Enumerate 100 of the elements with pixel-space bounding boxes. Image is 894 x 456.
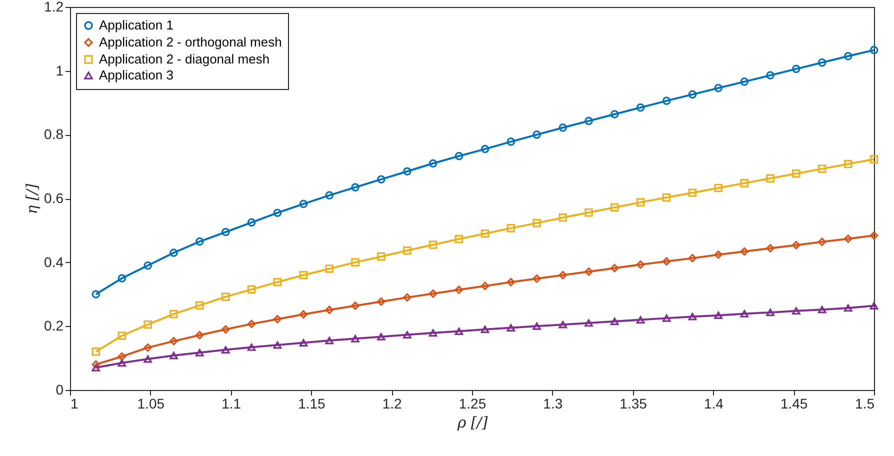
point	[584, 116, 593, 126]
point	[766, 244, 774, 252]
point	[558, 320, 568, 328]
point	[247, 285, 256, 294]
legend-label: Application 2 - orthogonal mesh	[99, 34, 282, 50]
point	[792, 64, 800, 74]
point	[740, 310, 749, 318]
point	[792, 307, 800, 315]
point	[584, 267, 593, 276]
x-tick-label: 1	[70, 396, 78, 412]
point	[740, 78, 749, 86]
point	[480, 326, 490, 334]
point	[273, 341, 282, 349]
point	[792, 169, 800, 178]
point	[325, 306, 334, 314]
point	[636, 198, 645, 206]
x-tick-label: 1.4	[704, 396, 724, 412]
point	[870, 302, 878, 310]
point	[454, 152, 464, 160]
point	[144, 320, 152, 329]
point	[558, 124, 568, 132]
point	[195, 301, 204, 310]
point	[870, 231, 878, 240]
point	[818, 238, 826, 246]
point	[714, 84, 722, 92]
point	[247, 218, 256, 227]
point	[480, 229, 490, 238]
point	[714, 184, 722, 192]
point	[688, 188, 697, 197]
point	[222, 325, 230, 334]
point	[118, 274, 126, 282]
point	[818, 306, 826, 314]
point	[273, 208, 282, 218]
point	[403, 331, 412, 338]
point	[170, 310, 178, 318]
point	[170, 337, 178, 346]
point	[376, 297, 386, 306]
x-tick-label: 1.3	[543, 396, 563, 412]
point	[610, 203, 619, 212]
point	[610, 110, 619, 118]
point	[740, 247, 749, 256]
point	[714, 312, 722, 320]
point	[376, 332, 386, 340]
point	[766, 174, 774, 183]
point	[403, 246, 412, 255]
point	[454, 234, 464, 244]
point	[428, 240, 438, 249]
point	[454, 328, 464, 335]
point	[844, 52, 852, 60]
point	[92, 348, 100, 356]
point	[299, 339, 308, 346]
point	[584, 208, 593, 217]
point	[325, 264, 334, 273]
point	[273, 278, 282, 286]
point	[273, 314, 282, 324]
point	[714, 250, 722, 259]
point	[688, 90, 697, 99]
x-tick-label: 1.15	[298, 396, 326, 412]
point	[454, 286, 464, 294]
point	[325, 336, 334, 344]
point	[688, 312, 697, 320]
x-tick-label: 1.35	[620, 396, 648, 412]
point	[222, 346, 230, 354]
point	[636, 316, 645, 324]
point	[740, 179, 749, 188]
point	[222, 292, 230, 301]
point	[144, 343, 152, 352]
point	[428, 329, 438, 337]
point	[506, 324, 516, 332]
point	[506, 278, 516, 286]
point	[532, 130, 541, 139]
legend-label: Application 2 - diagonal mesh	[99, 52, 270, 66]
x-tick-label: 1.05	[137, 396, 165, 412]
point	[351, 302, 360, 310]
legend-label: Application 3	[99, 68, 174, 82]
point	[351, 258, 360, 266]
point	[351, 334, 360, 342]
point	[144, 261, 152, 270]
point	[610, 318, 619, 326]
point	[92, 364, 100, 372]
point	[818, 58, 826, 67]
x-tick-label: 1.25	[458, 396, 486, 412]
point	[662, 257, 671, 266]
y-tick-label: 0.4	[44, 254, 64, 270]
point	[584, 319, 593, 327]
point	[870, 155, 878, 164]
point	[403, 293, 412, 302]
point	[688, 254, 697, 262]
point	[766, 308, 774, 316]
point	[636, 260, 645, 269]
x-tick-label: 1.2	[382, 396, 402, 412]
point	[532, 218, 541, 228]
y-tick-label: 0.2	[44, 318, 64, 334]
y-axis-title: η [/]	[23, 184, 42, 214]
point	[403, 167, 412, 176]
point	[662, 314, 671, 322]
x-axis-title: ρ [/]	[456, 414, 488, 432]
y-tick-label: 1.2	[44, 0, 64, 14]
y-tick-label: 0.8	[44, 126, 64, 142]
x-tick-label: 1.45	[780, 396, 808, 412]
